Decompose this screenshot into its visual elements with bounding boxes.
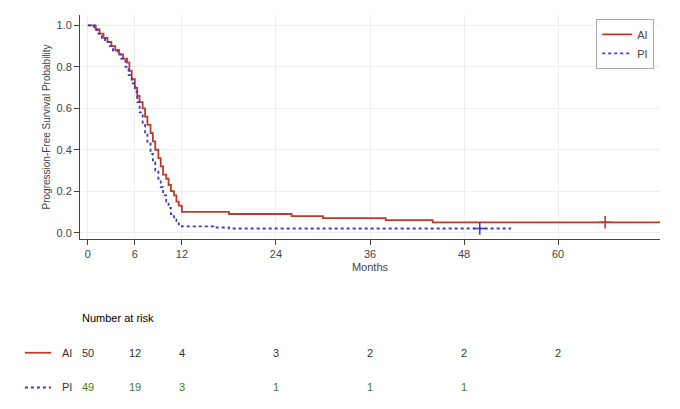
svg-text:AI: AI (62, 347, 72, 359)
svg-text:0.8: 0.8 (57, 61, 72, 73)
svg-text:AI: AI (637, 29, 647, 41)
svg-text:3: 3 (273, 347, 279, 359)
svg-text:2: 2 (367, 347, 373, 359)
svg-text:0.4: 0.4 (57, 144, 72, 156)
svg-text:PI: PI (62, 381, 72, 393)
svg-text:50: 50 (82, 347, 94, 359)
svg-text:1.0: 1.0 (57, 19, 72, 31)
svg-text:6: 6 (132, 248, 138, 260)
svg-text:0: 0 (85, 248, 91, 260)
svg-text:4: 4 (179, 347, 185, 359)
svg-text:24: 24 (270, 248, 282, 260)
svg-text:2: 2 (555, 347, 561, 359)
svg-text:48: 48 (458, 248, 470, 260)
svg-text:Progression-Free Survival Prob: Progression-Free Survival Probability (41, 44, 52, 209)
svg-text:1: 1 (461, 381, 467, 393)
svg-text:PI: PI (637, 48, 647, 60)
svg-text:60: 60 (552, 248, 564, 260)
svg-text:1: 1 (273, 381, 279, 393)
svg-text:12: 12 (176, 248, 188, 260)
svg-text:0.0: 0.0 (57, 227, 72, 239)
svg-text:0.2: 0.2 (57, 185, 72, 197)
svg-text:2: 2 (461, 347, 467, 359)
svg-text:1: 1 (367, 381, 373, 393)
svg-text:19: 19 (129, 381, 141, 393)
svg-text:49: 49 (82, 381, 94, 393)
svg-text:36: 36 (364, 248, 376, 260)
svg-text:Months: Months (352, 261, 389, 273)
svg-text:12: 12 (129, 347, 141, 359)
svg-text:Number at risk: Number at risk (82, 312, 154, 324)
svg-text:3: 3 (179, 381, 185, 393)
svg-text:0.6: 0.6 (57, 102, 72, 114)
